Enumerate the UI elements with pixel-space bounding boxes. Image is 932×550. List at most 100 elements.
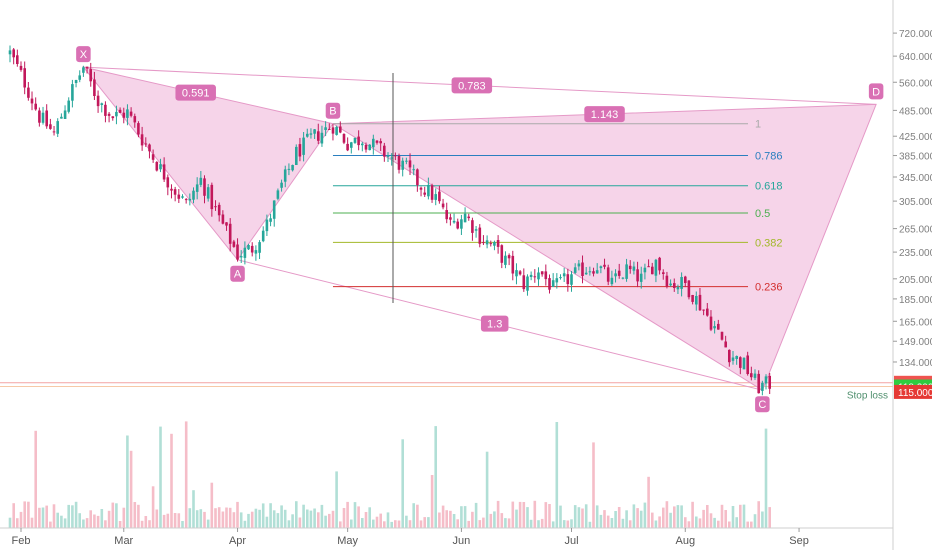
candle-body xyxy=(500,245,504,263)
volume-bar xyxy=(82,519,85,528)
volume-bar xyxy=(96,515,100,528)
volume-bar xyxy=(625,510,628,528)
candle-body xyxy=(467,216,470,219)
y-tick-label: 134.000 xyxy=(899,358,932,369)
candle-body xyxy=(177,194,181,199)
volume-bar xyxy=(405,515,408,528)
volume-bar xyxy=(261,503,265,528)
candle-body xyxy=(533,276,537,278)
pattern-ratio-label-bg xyxy=(451,77,493,94)
volume-bar xyxy=(493,511,496,528)
candle-body xyxy=(394,155,397,157)
volume-bar xyxy=(166,513,170,528)
y-tick-label: 345.000 xyxy=(899,173,932,184)
fib-level-label: 0.382 xyxy=(755,237,783,249)
volume-bar xyxy=(170,433,173,528)
candle-body xyxy=(335,126,338,135)
volume-bar xyxy=(60,515,63,528)
volume-bar xyxy=(173,513,177,528)
candle-body xyxy=(588,271,592,273)
volume-bar xyxy=(390,521,393,528)
candle-body xyxy=(548,278,551,290)
candle-body xyxy=(265,219,269,232)
pattern-ratio-label: 1.3 xyxy=(487,319,502,331)
candle-body xyxy=(434,194,437,200)
candle-body xyxy=(408,160,412,168)
candle-body xyxy=(302,137,305,155)
candle-body xyxy=(504,255,507,265)
candle-body xyxy=(625,264,628,279)
volume-bar xyxy=(78,513,81,528)
pattern-point-d: D xyxy=(872,86,880,98)
volume-bar xyxy=(386,512,390,528)
pattern-point-c: C xyxy=(758,399,766,411)
candle-body xyxy=(148,144,151,152)
candle-body xyxy=(295,146,298,165)
volume-bar xyxy=(651,512,654,528)
volume-bar xyxy=(177,513,181,528)
volume-bar xyxy=(588,521,592,528)
candle-body xyxy=(324,127,327,130)
candle-body xyxy=(706,308,709,316)
pattern-point-a-bg xyxy=(230,265,245,282)
candle-body xyxy=(452,220,456,223)
volume-bar xyxy=(100,509,104,528)
volume-bar xyxy=(709,513,713,528)
volume-bar xyxy=(63,518,67,528)
volume-bar xyxy=(529,519,533,528)
candle-body xyxy=(577,263,581,267)
candle-body xyxy=(430,185,434,200)
candle-body xyxy=(353,137,357,143)
x-tick-label: Apr xyxy=(229,535,246,547)
volume-bar xyxy=(313,508,316,528)
pattern-point-a: A xyxy=(234,269,242,281)
candle-body xyxy=(401,160,404,170)
volume-bar xyxy=(239,512,243,528)
candle-body xyxy=(89,69,92,82)
volume-bar xyxy=(731,506,735,528)
candle-body xyxy=(45,110,48,127)
low-price-tag-bg xyxy=(894,384,932,399)
candle-body xyxy=(96,95,100,107)
candle-body xyxy=(761,382,764,391)
candle-body xyxy=(474,229,478,231)
volume-bar xyxy=(52,504,56,528)
candle-body xyxy=(617,270,621,276)
candlesticks xyxy=(8,45,771,396)
candle-body xyxy=(206,187,210,199)
volume-bar xyxy=(397,520,401,528)
volume-bar xyxy=(577,507,581,528)
candle-body xyxy=(151,154,155,160)
volume-bar xyxy=(739,504,742,528)
candle-body xyxy=(170,188,173,191)
candle-body xyxy=(236,244,239,260)
volume-bar xyxy=(155,509,159,528)
pattern-ratio-label: 0.783 xyxy=(458,80,486,92)
volume-bar xyxy=(287,520,291,528)
candle-body xyxy=(379,141,382,144)
volume-bar xyxy=(361,518,364,528)
volume-bar xyxy=(643,502,647,528)
candle-body xyxy=(603,264,606,267)
candle-body xyxy=(8,50,12,55)
volume-bar xyxy=(471,511,474,528)
pattern-point-x: X xyxy=(80,49,88,61)
volume-bar xyxy=(309,510,313,528)
candle-body xyxy=(412,169,415,171)
volume-bar xyxy=(148,520,151,528)
y-tick-label: 205.000 xyxy=(899,275,932,286)
candle-body xyxy=(361,143,364,146)
candle-body xyxy=(82,67,85,73)
candle-body xyxy=(188,198,192,201)
candle-body xyxy=(118,109,122,113)
candle-body xyxy=(159,164,162,170)
candle-body xyxy=(283,169,287,182)
candle-body xyxy=(438,191,441,202)
candle-body xyxy=(63,110,67,119)
price-level-lines xyxy=(0,382,893,388)
candle-body xyxy=(298,144,302,157)
candle-body xyxy=(269,218,272,222)
candle-body xyxy=(647,266,650,268)
candle-body xyxy=(41,112,45,123)
volume-bar xyxy=(350,519,353,528)
